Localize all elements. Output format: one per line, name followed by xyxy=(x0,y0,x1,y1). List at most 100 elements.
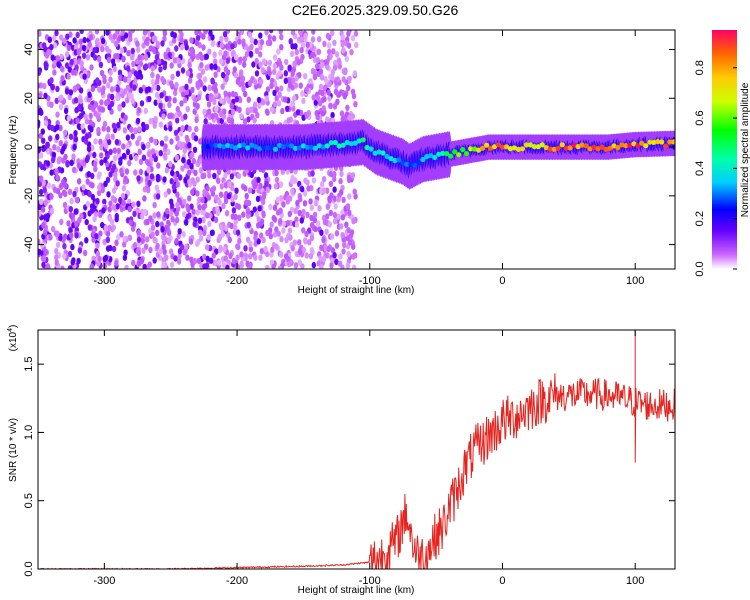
noise-speck xyxy=(342,241,347,249)
ridge-peak xyxy=(276,142,283,148)
noise-speck xyxy=(192,257,198,265)
noise-speck xyxy=(311,177,317,184)
noise-speck xyxy=(308,198,313,205)
noise-speck xyxy=(291,66,296,73)
noise-speck xyxy=(336,213,341,220)
ridge-peak xyxy=(639,140,645,146)
noise-speck xyxy=(93,101,99,108)
noise-speck xyxy=(137,126,142,133)
noise-speck xyxy=(278,181,284,188)
noise-speck xyxy=(237,38,242,45)
noise-speck xyxy=(183,113,188,120)
noise-speck xyxy=(254,57,259,65)
noise-speck xyxy=(332,252,337,259)
noise-speck xyxy=(334,258,339,266)
noise-speck xyxy=(333,59,338,67)
noise-speck xyxy=(236,203,242,210)
noise-speck xyxy=(138,158,144,165)
noise-speck xyxy=(207,84,212,92)
noise-speck xyxy=(254,47,260,54)
noise-speck xyxy=(328,53,333,60)
noise-speck xyxy=(338,178,343,185)
noise-speck xyxy=(102,238,107,246)
noise-speck xyxy=(50,84,55,91)
ridge-peak xyxy=(356,138,362,144)
ridge-peak xyxy=(249,142,255,148)
noise-speck xyxy=(119,231,124,238)
noise-speck xyxy=(196,94,202,101)
noise-speck xyxy=(76,257,81,265)
ridge-peak xyxy=(336,143,342,149)
noise-speck xyxy=(135,117,141,125)
noise-speck xyxy=(348,239,353,246)
noise-speck xyxy=(223,66,229,73)
ridge-peak xyxy=(583,143,589,149)
ridge-peak xyxy=(296,145,302,151)
colorbar-ticks: 0.0 0.2 0.4 0.6 0.8 xyxy=(694,60,737,277)
noise-speck xyxy=(110,195,116,202)
noise-speck xyxy=(309,204,314,211)
colorbar-tick-label: 0.6 xyxy=(694,110,706,125)
noise-speck xyxy=(121,152,127,160)
noise-speck xyxy=(293,207,298,215)
noise-speck xyxy=(63,153,68,161)
y-tick-label: 40 xyxy=(23,43,35,55)
y-tick-label: 20 xyxy=(23,92,35,104)
noise-speck xyxy=(125,134,131,141)
noise-speck xyxy=(187,77,193,84)
noise-speck xyxy=(169,62,174,69)
noise-speck xyxy=(168,248,174,255)
noise-speck xyxy=(335,76,340,83)
noise-speck xyxy=(85,54,91,61)
noise-speck xyxy=(309,234,315,242)
noise-speck xyxy=(116,121,121,129)
noise-speck xyxy=(122,254,128,261)
noise-speck xyxy=(305,41,310,49)
noise-speck xyxy=(47,36,52,43)
ridge-peak xyxy=(201,144,207,150)
noise-speck xyxy=(67,66,73,73)
noise-speck xyxy=(49,207,55,215)
noise-speck xyxy=(164,254,169,261)
noise-speck xyxy=(318,255,323,262)
noise-speck xyxy=(42,82,47,90)
noise-speck xyxy=(332,211,338,219)
noise-speck xyxy=(293,262,299,269)
noise-speck xyxy=(252,206,257,213)
ridge-peak xyxy=(440,150,446,156)
noise-speck xyxy=(344,221,349,228)
noise-speck xyxy=(105,133,111,140)
noise-speck xyxy=(247,187,253,194)
noise-speck xyxy=(41,261,46,268)
noise-speck xyxy=(163,53,169,60)
noise-speck xyxy=(118,159,123,166)
noise-speck xyxy=(286,256,291,263)
ridge-peak xyxy=(332,139,338,146)
noise-speck xyxy=(212,51,217,58)
noise-speck xyxy=(278,208,283,215)
noise-speck xyxy=(265,39,271,47)
noise-speck xyxy=(249,37,255,44)
noise-speck xyxy=(87,224,93,231)
noise-speck xyxy=(103,99,109,107)
noise-speck xyxy=(208,257,214,264)
ridge-peak xyxy=(217,143,223,149)
noise-speck xyxy=(79,60,84,67)
noise-speck xyxy=(197,196,202,204)
noise-speck xyxy=(40,206,46,213)
ridge-peak xyxy=(292,145,299,151)
noise-speck xyxy=(154,184,159,191)
noise-speck xyxy=(329,262,334,269)
noise-speck xyxy=(48,234,53,241)
noise-speck xyxy=(123,249,128,256)
noise-speck xyxy=(347,114,352,121)
noise-speck xyxy=(332,218,338,225)
noise-speck xyxy=(107,215,113,222)
noise-speck xyxy=(63,107,69,115)
ridge-peak xyxy=(579,142,585,148)
noise-speck xyxy=(319,229,324,236)
noise-speck xyxy=(272,231,278,238)
noise-speck xyxy=(133,127,138,134)
y-tick-label: 0 xyxy=(23,144,35,150)
noise-speck xyxy=(200,196,205,204)
